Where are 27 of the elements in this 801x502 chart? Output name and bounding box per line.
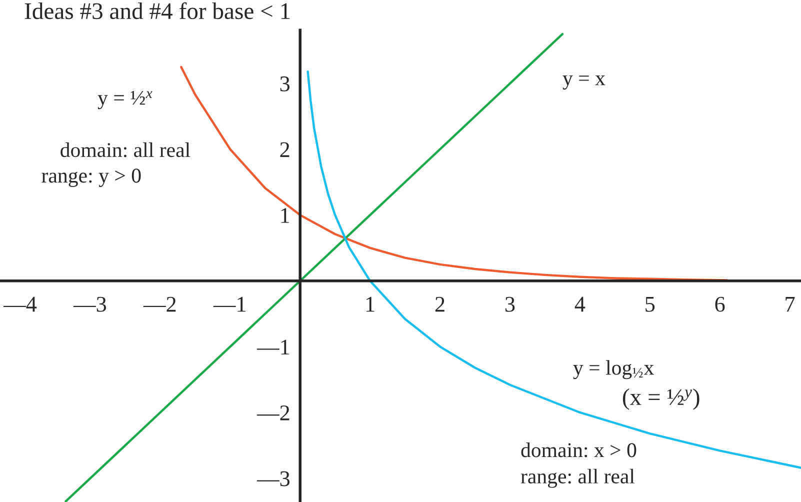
x-tick-label: —2 bbox=[143, 296, 176, 312]
y-tick-label: —2 bbox=[256, 405, 290, 420]
series-label: y = ½$^{x}$ bbox=[98, 90, 152, 110]
y-tick-label: —3 bbox=[256, 471, 290, 486]
y-tick-label: 2 bbox=[280, 142, 290, 157]
annotation: domain: x > 0 bbox=[521, 442, 636, 458]
x-tick-label: 2 bbox=[435, 296, 444, 312]
x-tick-label: 4 bbox=[574, 296, 586, 312]
y-tick-label: 3 bbox=[280, 76, 290, 92]
annotation: (x = ½$^{y}$) bbox=[622, 388, 700, 410]
annotation: domain: all real bbox=[60, 142, 190, 158]
x-tick-label: —3 bbox=[73, 296, 106, 312]
line-series bbox=[306, 70, 801, 469]
x-tick-label: 5 bbox=[646, 297, 655, 312]
series-label: y = x bbox=[562, 76, 606, 90]
chart-title: Ideas #3 and #4 for base < 1 bbox=[24, 2, 290, 20]
x-tick-label: 3 bbox=[505, 296, 515, 312]
y-tick-label: —1 bbox=[256, 340, 290, 354]
x-tick-label: 1 bbox=[366, 296, 374, 312]
annotation: range: y > 0 bbox=[42, 168, 141, 187]
x-tick-label: —1 bbox=[213, 296, 246, 312]
y-tick-label: 1 bbox=[281, 208, 290, 223]
x-tick-label: 7 bbox=[786, 297, 795, 312]
x-tick-label: 6 bbox=[715, 296, 725, 312]
x-tick-label: —4 bbox=[3, 296, 37, 312]
annotation: range: all real bbox=[520, 468, 635, 488]
series-label: y = log$_{½}$x bbox=[573, 360, 654, 380]
